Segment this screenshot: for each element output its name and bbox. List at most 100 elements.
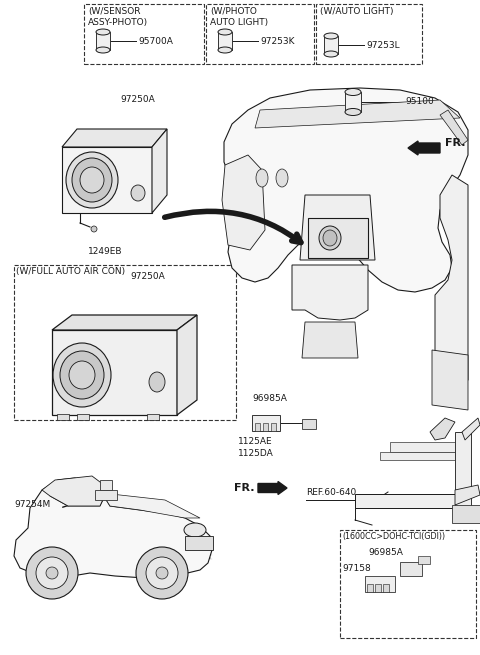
Text: FR.: FR. — [234, 483, 254, 493]
Bar — [255, 423, 260, 431]
Polygon shape — [440, 110, 468, 145]
Bar — [390, 442, 460, 452]
Bar — [452, 505, 480, 523]
Ellipse shape — [53, 343, 111, 407]
FancyArrow shape — [258, 481, 287, 495]
Polygon shape — [462, 418, 480, 440]
Ellipse shape — [345, 109, 361, 115]
Bar — [418, 556, 430, 564]
Ellipse shape — [319, 226, 341, 250]
Polygon shape — [152, 129, 167, 213]
Ellipse shape — [324, 33, 338, 39]
Bar — [308, 218, 368, 258]
Ellipse shape — [218, 29, 232, 35]
Bar — [14, 265, 236, 420]
Text: ASSY-PHOTO): ASSY-PHOTO) — [88, 18, 148, 27]
Polygon shape — [52, 330, 177, 415]
Bar — [400, 562, 422, 576]
Bar — [324, 36, 338, 54]
Text: 97253K: 97253K — [260, 37, 295, 46]
Ellipse shape — [131, 185, 145, 201]
Bar — [84, 4, 204, 64]
Bar — [218, 32, 232, 50]
Text: 1125DA: 1125DA — [238, 449, 274, 458]
Bar — [271, 423, 276, 431]
Polygon shape — [224, 88, 468, 292]
Text: 1125AE: 1125AE — [238, 437, 273, 446]
Circle shape — [91, 226, 97, 232]
Bar — [365, 576, 395, 592]
Text: 96985A: 96985A — [252, 394, 287, 403]
Text: 97158: 97158 — [342, 564, 371, 573]
Polygon shape — [50, 478, 108, 506]
Polygon shape — [302, 322, 358, 358]
Circle shape — [36, 557, 68, 589]
Polygon shape — [300, 195, 375, 260]
Circle shape — [156, 567, 168, 579]
Bar — [380, 452, 460, 460]
Bar — [455, 432, 471, 512]
Bar — [96, 32, 110, 50]
Bar — [185, 536, 213, 550]
Text: (W/FULL AUTO AIR CON): (W/FULL AUTO AIR CON) — [16, 267, 125, 276]
Polygon shape — [42, 476, 108, 506]
Ellipse shape — [276, 169, 288, 187]
Ellipse shape — [256, 169, 268, 187]
Circle shape — [136, 547, 188, 599]
Bar — [147, 414, 159, 420]
Polygon shape — [455, 485, 480, 505]
Text: 95700A: 95700A — [138, 37, 173, 46]
Bar — [57, 414, 69, 420]
Polygon shape — [255, 100, 460, 128]
Text: REF.60-640: REF.60-640 — [306, 488, 356, 497]
FancyArrow shape — [408, 141, 440, 155]
Bar — [375, 584, 381, 592]
Bar — [367, 584, 373, 592]
Text: 97253L: 97253L — [366, 41, 400, 50]
Text: 97250A: 97250A — [120, 95, 155, 104]
Text: (W/SENSOR: (W/SENSOR — [88, 7, 141, 16]
Bar — [252, 415, 280, 431]
Text: 97250A: 97250A — [130, 272, 165, 281]
Bar — [383, 584, 389, 592]
Ellipse shape — [66, 152, 118, 208]
Ellipse shape — [184, 523, 206, 537]
Polygon shape — [102, 493, 200, 518]
Circle shape — [146, 557, 178, 589]
Ellipse shape — [96, 47, 110, 53]
Text: 95100: 95100 — [405, 97, 434, 106]
Polygon shape — [52, 315, 197, 330]
Polygon shape — [62, 147, 152, 213]
Ellipse shape — [324, 51, 338, 57]
Bar — [355, 494, 470, 508]
Ellipse shape — [72, 158, 112, 202]
Text: (W/AUTO LIGHT): (W/AUTO LIGHT) — [320, 7, 394, 16]
Polygon shape — [177, 315, 197, 415]
FancyArrowPatch shape — [165, 212, 301, 242]
Bar — [345, 92, 361, 112]
Bar — [95, 490, 117, 500]
Ellipse shape — [345, 88, 361, 96]
Ellipse shape — [96, 29, 110, 35]
Bar — [302, 419, 316, 429]
Ellipse shape — [218, 47, 232, 53]
Bar — [206, 4, 314, 64]
Ellipse shape — [323, 230, 337, 246]
Polygon shape — [222, 155, 265, 250]
Polygon shape — [62, 129, 167, 147]
Text: (1600CC>DOHC-TCI(GDI)): (1600CC>DOHC-TCI(GDI)) — [342, 532, 445, 541]
Text: 97254M: 97254M — [14, 500, 50, 509]
Text: AUTO LIGHT): AUTO LIGHT) — [210, 18, 268, 27]
Circle shape — [46, 567, 58, 579]
Text: 1249EB: 1249EB — [88, 247, 122, 256]
Polygon shape — [432, 350, 468, 410]
Bar — [100, 480, 112, 490]
Polygon shape — [14, 478, 212, 578]
Bar — [340, 530, 476, 638]
Polygon shape — [430, 418, 455, 440]
Text: FR.: FR. — [445, 138, 466, 148]
Circle shape — [26, 547, 78, 599]
Text: 96985A: 96985A — [368, 548, 403, 557]
Polygon shape — [292, 265, 368, 320]
Bar — [316, 4, 422, 64]
